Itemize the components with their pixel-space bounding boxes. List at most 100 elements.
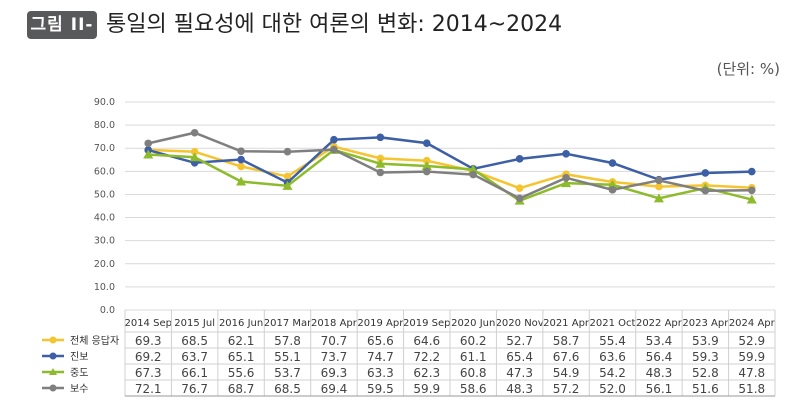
series-2 xyxy=(143,144,757,205)
data-point xyxy=(376,133,385,142)
data-point xyxy=(746,194,757,204)
data-point xyxy=(422,139,431,147)
y-tick-label: 50.0 xyxy=(94,189,115,200)
data-label: 65.6 xyxy=(367,334,394,348)
data-point xyxy=(701,186,710,195)
data-label: 69.3 xyxy=(135,334,162,348)
data-point xyxy=(747,167,756,176)
data-label: 47.8 xyxy=(738,366,765,380)
data-point xyxy=(653,193,664,203)
data-point xyxy=(747,186,756,195)
data-point xyxy=(330,135,338,144)
data-label: 69.2 xyxy=(135,350,162,364)
data-point xyxy=(701,169,710,177)
data-label: 56.4 xyxy=(646,350,673,364)
legend-label: 진보 xyxy=(70,351,88,363)
data-label: 55.4 xyxy=(599,334,626,348)
series-line xyxy=(148,148,753,203)
data-point xyxy=(190,128,199,137)
data-point xyxy=(655,182,663,191)
legend-label: 보수 xyxy=(70,383,88,395)
data-label: 63.6 xyxy=(599,350,626,364)
series-line xyxy=(147,136,752,185)
data-label: 57.8 xyxy=(274,334,301,348)
data-label: 66.1 xyxy=(181,366,208,380)
x-tick-label: 2021 Apr xyxy=(543,318,590,329)
data-label: 48.3 xyxy=(506,382,533,396)
data-label: 60.2 xyxy=(460,334,487,348)
data-label: 72.1 xyxy=(135,382,162,396)
x-tick-label: 2023 Apr xyxy=(682,318,729,329)
data-label: 51.6 xyxy=(692,382,719,396)
legend-marker xyxy=(49,336,57,344)
series-line xyxy=(147,131,752,200)
data-point xyxy=(376,154,385,163)
data-point xyxy=(469,170,478,179)
data-label: 68.5 xyxy=(274,382,301,396)
x-tick-label: 2020 Jun xyxy=(451,318,495,329)
data-label: 56.1 xyxy=(646,382,673,396)
y-tick-label: 0.0 xyxy=(100,305,115,316)
y-tick-label: 20.0 xyxy=(94,259,115,270)
data-point xyxy=(237,162,245,171)
data-label: 52.7 xyxy=(506,334,533,348)
data-label: 53.7 xyxy=(274,366,301,380)
data-label: 59.3 xyxy=(692,350,719,364)
data-point xyxy=(562,174,570,182)
data-label: 68.5 xyxy=(181,334,208,348)
y-tick-label: 60.0 xyxy=(94,166,115,177)
series-line xyxy=(148,145,752,190)
data-label: 54.9 xyxy=(553,366,580,380)
x-tick-label: 2021 Oct xyxy=(590,318,636,329)
y-tick-label: 90.0 xyxy=(94,97,115,108)
data-label: 61.1 xyxy=(460,350,487,364)
data-label: 67.3 xyxy=(135,366,162,380)
data-point xyxy=(283,172,292,181)
data-label: 59.5 xyxy=(367,382,394,396)
data-point xyxy=(237,147,245,156)
data-point xyxy=(283,147,292,156)
data-label: 68.7 xyxy=(228,382,255,396)
x-tick-label: 2019 Sep xyxy=(403,318,450,329)
data-point xyxy=(607,179,618,189)
data-label: 48.3 xyxy=(646,366,673,380)
x-tick-label: 2024 Apr xyxy=(729,318,776,329)
data-label: 60.8 xyxy=(460,366,487,380)
y-tick-label: 80.0 xyxy=(94,120,115,131)
data-point xyxy=(468,164,479,174)
unit-label: (단위: %) xyxy=(716,60,780,78)
chart-title: 통일의 필요성에 대한 여론의 변화: 2014~2024 xyxy=(106,12,563,37)
data-label: 52.0 xyxy=(599,382,626,396)
data-point xyxy=(189,152,200,162)
data-point xyxy=(190,147,199,156)
data-point xyxy=(144,139,153,148)
data-label: 76.7 xyxy=(181,382,208,396)
data-point xyxy=(515,155,524,163)
data-label: 53.4 xyxy=(646,334,673,348)
x-tick-label: 2017 Mar xyxy=(264,318,312,329)
data-point xyxy=(237,155,245,164)
y-tick-label: 30.0 xyxy=(94,236,115,247)
data-label: 64.6 xyxy=(413,334,440,348)
data-point xyxy=(143,149,154,159)
data-label: 47.3 xyxy=(506,366,533,380)
data-point xyxy=(282,180,293,190)
data-label: 73.7 xyxy=(321,350,348,364)
data-point xyxy=(375,158,386,168)
data-label: 55.1 xyxy=(274,350,301,364)
legend-marker xyxy=(49,384,57,392)
x-tick-label: 2022 Apr xyxy=(636,318,683,329)
data-label: 69.4 xyxy=(321,382,348,396)
data-label: 72.2 xyxy=(413,350,440,364)
data-label: 52.8 xyxy=(692,366,719,380)
data-label: 65.1 xyxy=(228,350,255,364)
x-tick-label: 2016 Jun xyxy=(219,318,263,329)
data-point xyxy=(655,176,663,185)
data-label: 59.9 xyxy=(738,350,765,364)
data-point xyxy=(561,178,572,188)
data-point xyxy=(330,145,338,154)
data-label: 52.9 xyxy=(738,334,765,348)
data-label: 63.7 xyxy=(181,350,208,364)
data-label: 55.6 xyxy=(228,366,255,380)
